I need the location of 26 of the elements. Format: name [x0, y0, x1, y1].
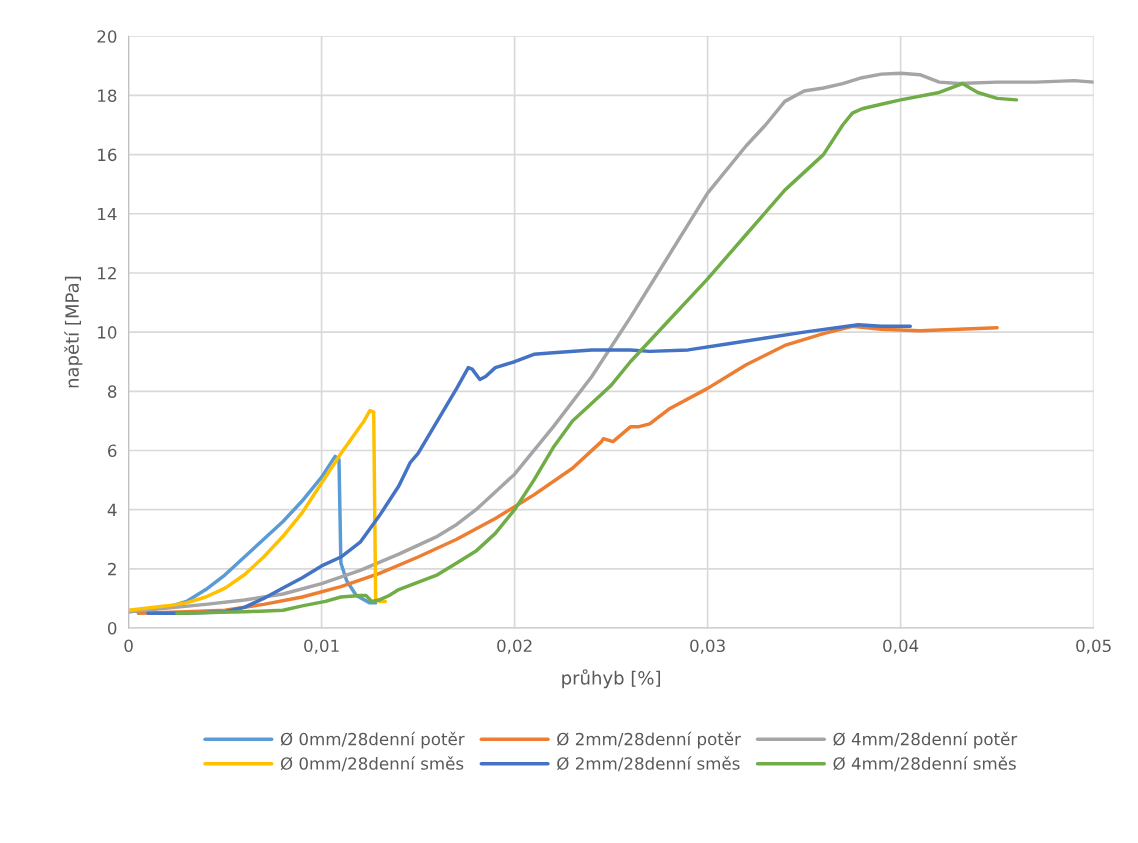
- x-tick-label: 0,04: [883, 639, 919, 654]
- y-tick-label: 2: [108, 562, 116, 576]
- x-tick-label: 0: [124, 639, 133, 653]
- y-tick-label: 6: [108, 444, 117, 458]
- x-tick-label: 0,02: [497, 639, 532, 654]
- y-tick-label: 12: [98, 266, 116, 280]
- legend-label: Ø 0mm/28denní potěr: [280, 731, 465, 749]
- legend-label: Ø 2mm/28denní směs: [557, 756, 740, 772]
- legend-label: Ø 2mm/28denní potěr: [557, 731, 741, 749]
- y-tick-label: 0: [107, 622, 117, 635]
- y-axis-title: napětí [MPa]: [64, 276, 83, 388]
- legend-label: Ø 4mm/28denní potěr: [833, 731, 1018, 749]
- line-series: [128, 408, 388, 613]
- y-tick-label: 16: [98, 148, 117, 162]
- x-tick-label: 0,03: [690, 639, 725, 654]
- y-tick-label: 20: [97, 30, 117, 43]
- legend-label: Ø 4mm/28denní směs: [833, 756, 1016, 772]
- y-tick-label: 10: [98, 326, 117, 339]
- y-tick-label: 18: [98, 89, 117, 102]
- legend-label: Ø 0mm/28denní směs: [280, 756, 464, 772]
- y-tick-label: 8: [108, 385, 117, 398]
- x-tick-label: 0,01: [304, 639, 339, 654]
- y-tick-label: 14: [98, 207, 117, 221]
- x-axis-title: průhyb [%]: [562, 669, 660, 689]
- y-tick-label: 4: [107, 503, 117, 517]
- x-tick-label: 0,05: [1076, 639, 1111, 654]
